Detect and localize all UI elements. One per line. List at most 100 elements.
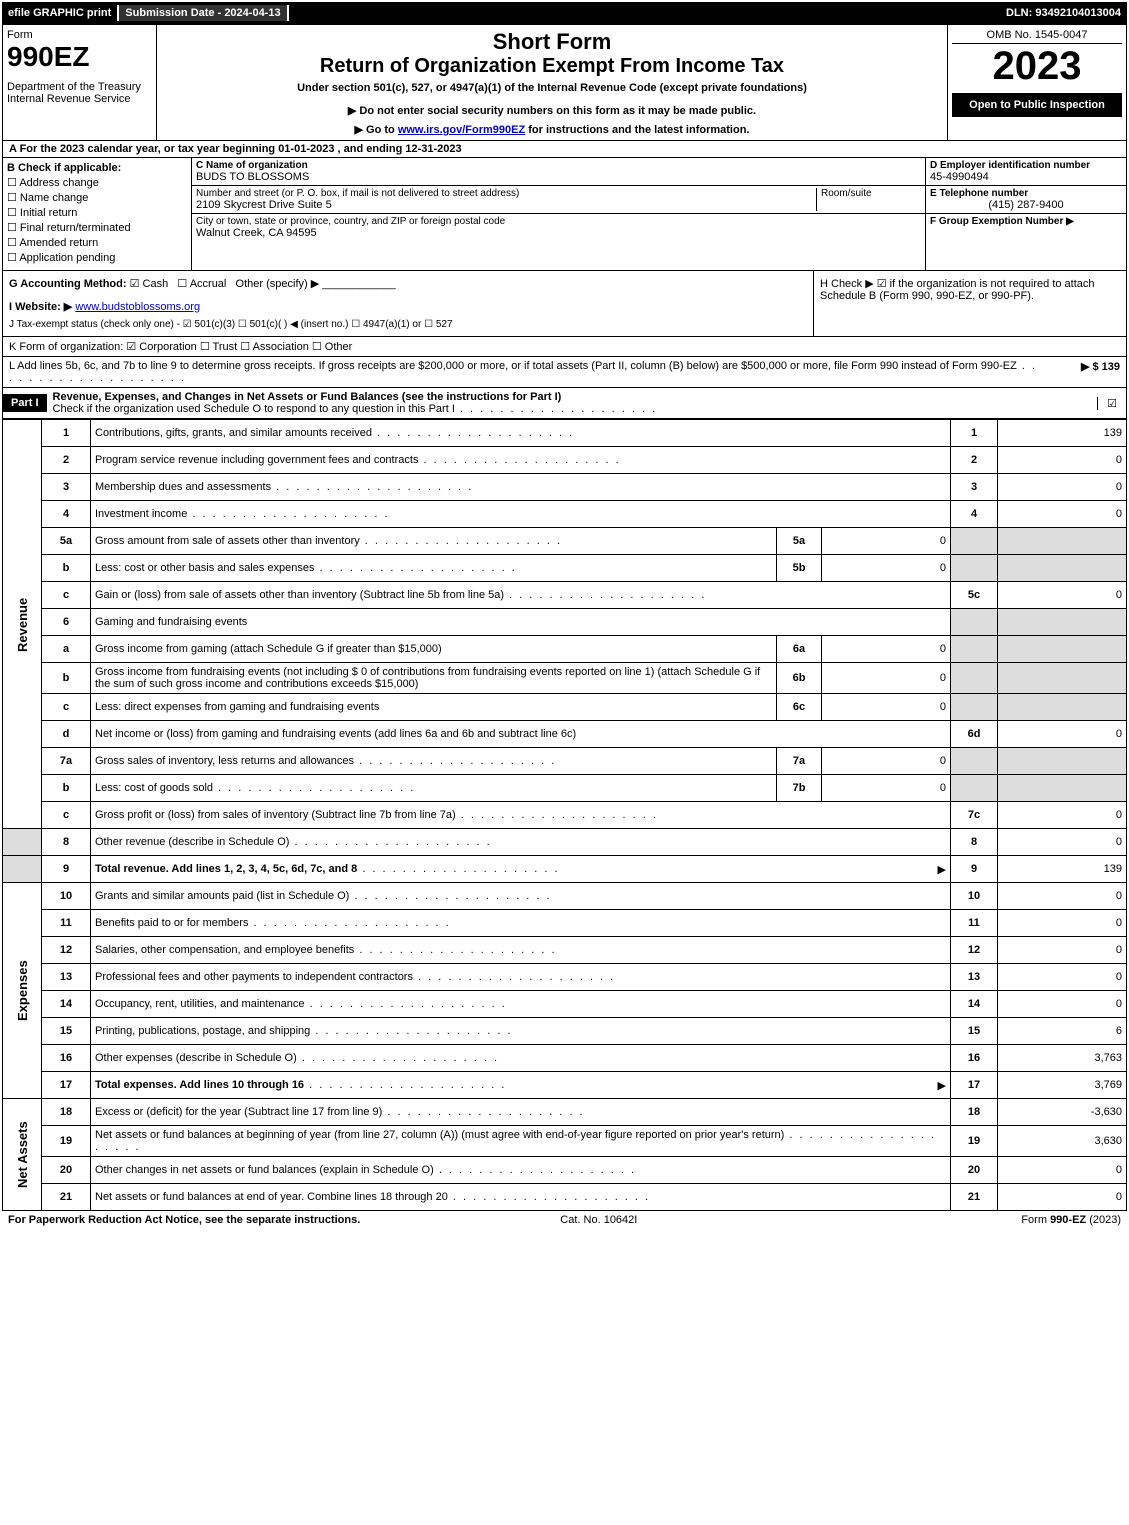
- l6-text: Gaming and fundraising events: [91, 609, 951, 636]
- l6b-text: Gross income from fundraising events (no…: [91, 663, 777, 694]
- part1-header-row: Part I Revenue, Expenses, and Changes in…: [2, 388, 1127, 419]
- l6c-sref: 6c: [777, 694, 822, 721]
- line-6d: d Net income or (loss) from gaming and f…: [3, 721, 1127, 748]
- street-row: Number and street (or P. O. box, if mail…: [192, 186, 925, 214]
- l12-ref: 12: [951, 937, 998, 964]
- check-name-change[interactable]: Name change: [7, 191, 187, 204]
- l8-ref: 8: [951, 829, 998, 856]
- l6c-num: c: [42, 694, 91, 721]
- line-20: 20 Other changes in net assets or fund b…: [3, 1157, 1127, 1184]
- l14-ref: 14: [951, 991, 998, 1018]
- submission-date: Submission Date - 2024-04-13: [119, 5, 288, 21]
- l9-ref: 9: [951, 856, 998, 883]
- line-18: Net Assets 18 Excess or (deficit) for th…: [3, 1099, 1127, 1126]
- g-accrual[interactable]: Accrual: [177, 278, 226, 290]
- l6-ref-grey: [951, 609, 998, 636]
- goto-link[interactable]: www.irs.gov/Form990EZ: [398, 124, 525, 136]
- l5b-ref-grey: [951, 555, 998, 582]
- l19-num: 19: [42, 1126, 91, 1157]
- line-7a: 7a Gross sales of inventory, less return…: [3, 748, 1127, 775]
- line-12: 12 Salaries, other compensation, and emp…: [3, 937, 1127, 964]
- footer-left: For Paperwork Reduction Act Notice, see …: [8, 1214, 360, 1226]
- line-5a: 5a Gross amount from sale of assets othe…: [3, 528, 1127, 555]
- l19-text: Net assets or fund balances at beginning…: [91, 1126, 951, 1157]
- l20-amt: 0: [998, 1157, 1127, 1184]
- line-14: 14 Occupancy, rent, utilities, and maint…: [3, 991, 1127, 1018]
- l8-text: Other revenue (describe in Schedule O): [91, 829, 951, 856]
- part1-checkbox[interactable]: ☑: [1097, 397, 1126, 410]
- g-cash[interactable]: Cash: [130, 278, 169, 290]
- goto-line: ▶ Go to www.irs.gov/Form990EZ for instru…: [161, 123, 943, 136]
- form-header: Form 990EZ Department of the Treasury In…: [2, 24, 1127, 141]
- l7c-num: c: [42, 802, 91, 829]
- dept-label: Department of the Treasury: [7, 81, 152, 93]
- l7b-text: Less: cost of goods sold: [91, 775, 777, 802]
- l1-text: Contributions, gifts, grants, and simila…: [91, 420, 951, 447]
- l17-amt: 3,769: [998, 1072, 1127, 1099]
- l5a-ref-grey: [951, 528, 998, 555]
- phone-value: (415) 287-9400: [930, 199, 1122, 211]
- header-center: Short Form Return of Organization Exempt…: [157, 25, 947, 140]
- l7b-samt: 0: [822, 775, 951, 802]
- l14-text: Occupancy, rent, utilities, and maintena…: [91, 991, 951, 1018]
- l1-ref: 1: [951, 420, 998, 447]
- line-10: Expenses 10 Grants and similar amounts p…: [3, 883, 1127, 910]
- l6d-amt: 0: [998, 721, 1127, 748]
- l6c-amt-grey: [998, 694, 1127, 721]
- l18-num: 18: [42, 1099, 91, 1126]
- l5b-text: Less: cost or other basis and sales expe…: [91, 555, 777, 582]
- l21-num: 21: [42, 1184, 91, 1211]
- l13-num: 13: [42, 964, 91, 991]
- row-l-text: L Add lines 5b, 6c, and 7b to line 9 to …: [9, 360, 1040, 384]
- l5b-samt: 0: [822, 555, 951, 582]
- street-label: Number and street (or P. O. box, if mail…: [196, 188, 816, 199]
- l1-num: 1: [42, 420, 91, 447]
- line-17: 17 Total expenses. Add lines 10 through …: [3, 1072, 1127, 1099]
- website-link[interactable]: www.budstoblossoms.org: [75, 301, 200, 313]
- efile-label[interactable]: efile GRAPHIC print: [2, 5, 119, 21]
- l18-text: Excess or (deficit) for the year (Subtra…: [91, 1099, 951, 1126]
- side-expenses: Expenses: [3, 883, 42, 1099]
- l5a-num: 5a: [42, 528, 91, 555]
- col-b-header: B Check if applicable:: [7, 162, 187, 174]
- line-6c: c Less: direct expenses from gaming and …: [3, 694, 1127, 721]
- l10-amt: 0: [998, 883, 1127, 910]
- footer-mid: Cat. No. 10642I: [560, 1214, 637, 1226]
- g-other[interactable]: Other (specify) ▶: [236, 278, 320, 290]
- l9-amt: 139: [998, 856, 1127, 883]
- header-left: Form 990EZ Department of the Treasury In…: [3, 25, 157, 140]
- ein-value: 45-4990494: [930, 171, 1122, 183]
- l14-num: 14: [42, 991, 91, 1018]
- l6a-samt: 0: [822, 636, 951, 663]
- l7b-num: b: [42, 775, 91, 802]
- check-final-return[interactable]: Final return/terminated: [7, 221, 187, 234]
- l7c-text: Gross profit or (loss) from sales of inv…: [91, 802, 951, 829]
- l9-arrow: ▶: [938, 863, 946, 876]
- line-15: 15 Printing, publications, postage, and …: [3, 1018, 1127, 1045]
- l20-num: 20: [42, 1157, 91, 1184]
- l7c-amt: 0: [998, 802, 1127, 829]
- check-amended-return[interactable]: Amended return: [7, 236, 187, 249]
- l5c-text: Gain or (loss) from sale of assets other…: [91, 582, 951, 609]
- l15-ref: 15: [951, 1018, 998, 1045]
- l1-amt: 139: [998, 420, 1127, 447]
- omb: OMB No. 1545-0047: [952, 29, 1122, 44]
- l19-amt: 3,630: [998, 1126, 1127, 1157]
- side-gap1: [3, 829, 42, 856]
- ein-row: D Employer identification number 45-4990…: [926, 158, 1126, 186]
- line-5b: b Less: cost or other basis and sales ex…: [3, 555, 1127, 582]
- l6d-ref: 6d: [951, 721, 998, 748]
- check-initial-return[interactable]: Initial return: [7, 206, 187, 219]
- check-address-change[interactable]: Address change: [7, 176, 187, 189]
- section-a: A For the 2023 calendar year, or tax yea…: [2, 141, 1127, 158]
- l2-text: Program service revenue including govern…: [91, 447, 951, 474]
- col-b: B Check if applicable: Address change Na…: [3, 158, 192, 270]
- l7a-num: 7a: [42, 748, 91, 775]
- l10-num: 10: [42, 883, 91, 910]
- l5c-num: c: [42, 582, 91, 609]
- check-application-pending[interactable]: Application pending: [7, 251, 187, 264]
- l7a-sref: 7a: [777, 748, 822, 775]
- page-footer: For Paperwork Reduction Act Notice, see …: [2, 1211, 1127, 1229]
- row-j: J Tax-exempt status (check only one) - ☑…: [9, 319, 807, 330]
- l16-num: 16: [42, 1045, 91, 1072]
